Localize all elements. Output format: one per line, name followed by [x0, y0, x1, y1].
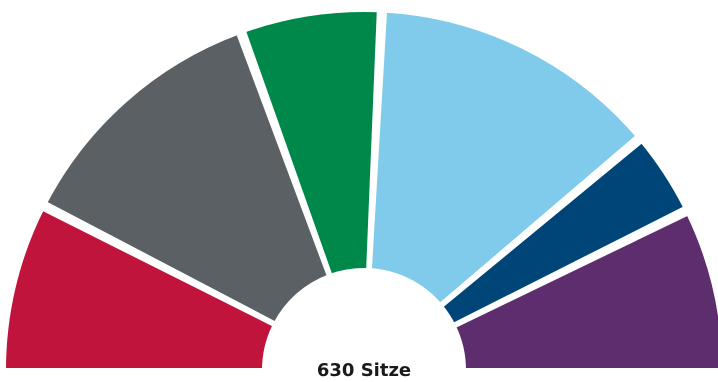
seat-slices — [1, 8, 718, 372]
seat-slice-5 — [438, 138, 689, 328]
seat-slice-3 — [241, 8, 381, 279]
seat-slice-4 — [367, 8, 641, 308]
seat-slice-2 — [42, 30, 332, 327]
total-seats-label: 630 Sitze — [317, 360, 411, 381]
seat-slice-6 — [451, 210, 718, 372]
seat-slice-1 — [1, 205, 278, 372]
